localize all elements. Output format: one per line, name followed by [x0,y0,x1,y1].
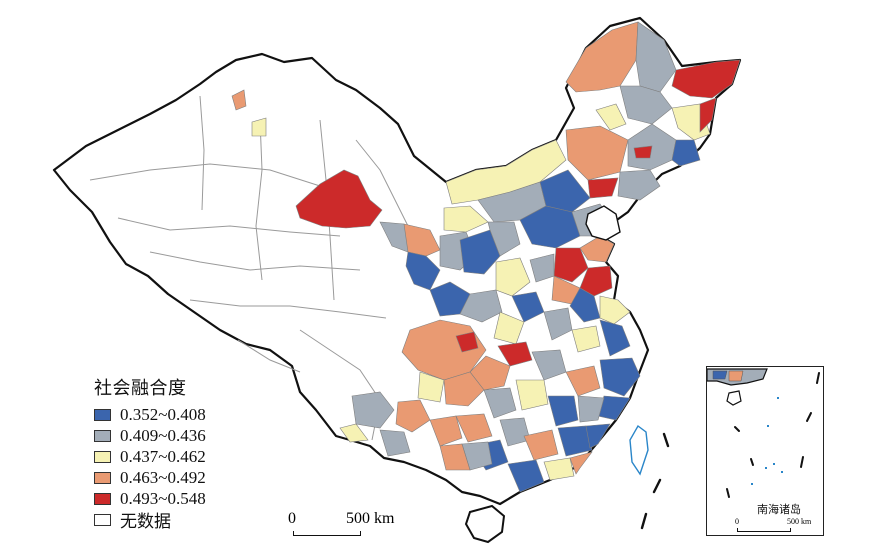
legend-label: 0.437~0.462 [120,446,206,466]
legend-item: 0.437~0.462 [94,446,206,467]
inset-map [707,368,820,498]
legend-title: 社会融合度 [94,378,187,398]
inset-scale-zero: 0 [735,517,739,526]
legend-label: 0.352~0.408 [120,404,206,424]
legend-swatch [94,429,111,442]
legend-item: 0.409~0.436 [94,425,206,446]
legend-item: 0.463~0.492 [94,467,206,488]
legend-swatch [94,492,111,505]
island-dashes [640,432,670,530]
hainan-island [464,504,506,544]
legend-swatch [94,408,111,421]
scale-max-label: 500 km [346,510,395,527]
legend-swatch [94,450,111,463]
scale-zero-label: 0 [288,510,296,527]
legend-label: 0.493~0.548 [120,488,206,508]
inset-scale-max: 500 km [787,517,812,526]
scale-bar: 0 500 km [282,508,422,538]
inset-scale-line [737,528,791,532]
bohai-sea [585,205,621,241]
legend-label: 0.409~0.436 [120,425,206,445]
legend-swatch [94,471,111,484]
scale-line [293,531,361,536]
legend-item: 0.352~0.408 [94,404,206,425]
south-china-sea-inset: 南海诸岛 0 500 km [706,366,824,536]
legend-swatch [94,513,111,526]
inset-label: 南海诸岛 [757,504,801,516]
legend-item: 0.493~0.548 [94,488,206,509]
taiwan [629,424,649,476]
legend-label: 无数据 [120,512,171,531]
map-legend: 社会融合度 0.352~0.408 0.409~0.436 0.437~0.46… [94,374,206,531]
legend-item: 无数据 [94,509,206,531]
legend-label: 0.463~0.492 [120,467,206,487]
